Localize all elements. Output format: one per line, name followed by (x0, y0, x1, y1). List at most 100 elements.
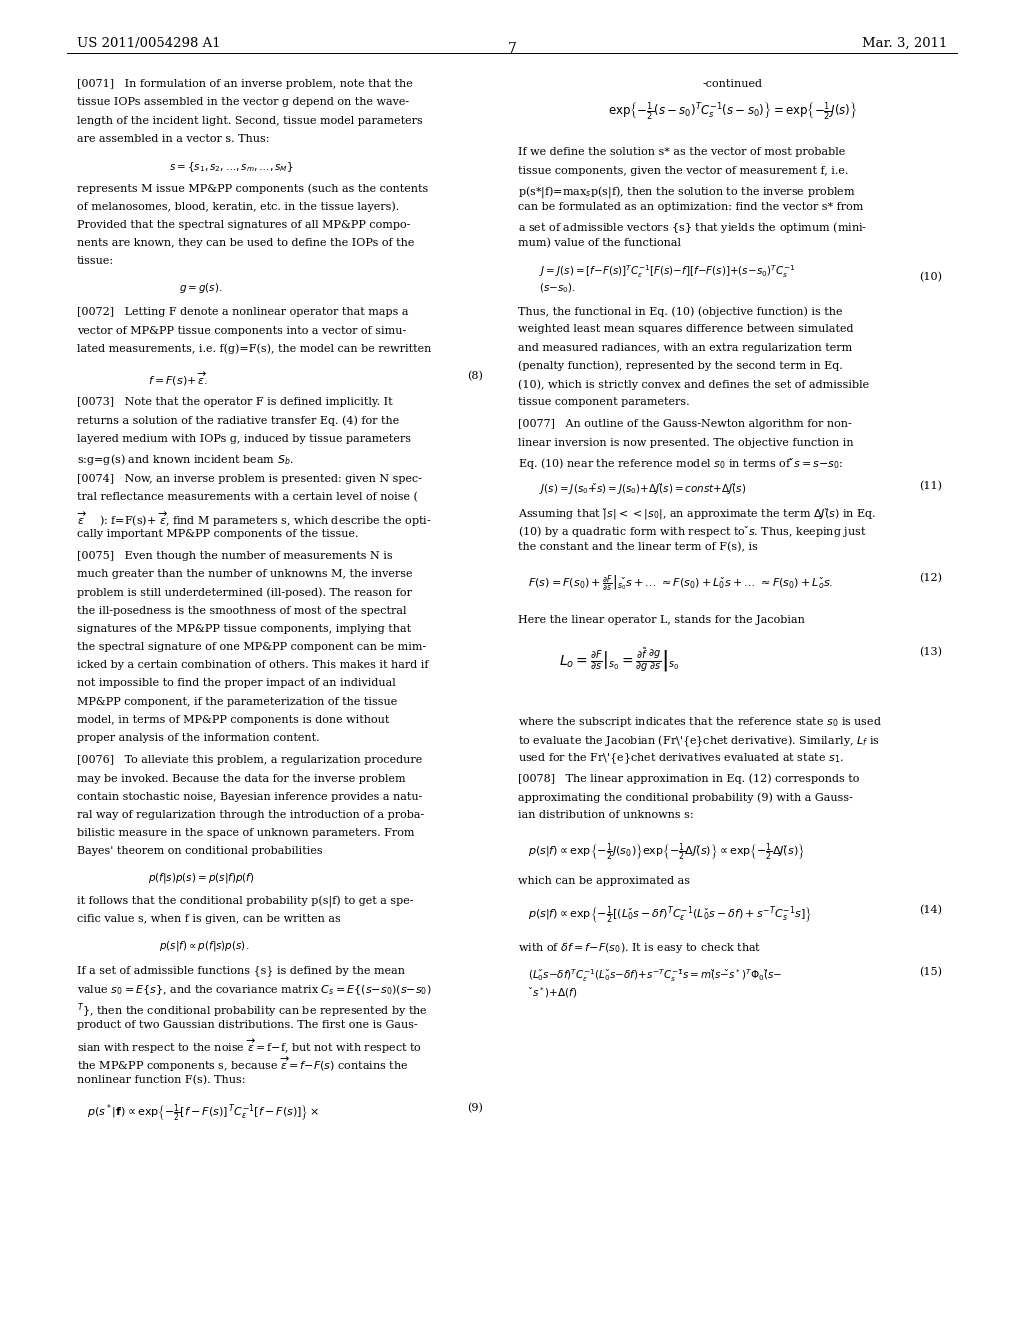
Text: product of two Gaussian distributions. The first one is Gaus-: product of two Gaussian distributions. T… (77, 1020, 418, 1030)
Text: (13): (13) (920, 647, 942, 657)
Text: icked by a certain combination of others. This makes it hard if: icked by a certain combination of others… (77, 660, 428, 671)
Text: vector of MP&PP tissue components into a vector of simu-: vector of MP&PP tissue components into a… (77, 326, 407, 335)
Text: represents M issue MP&PP components (such as the contents: represents M issue MP&PP components (suc… (77, 183, 428, 194)
Text: Mar. 3, 2011: Mar. 3, 2011 (862, 37, 947, 50)
Text: can be formulated as an optimization: find the vector s* from: can be formulated as an optimization: fi… (518, 202, 863, 213)
Text: 7: 7 (508, 42, 516, 57)
Text: Bayes' theorem on conditional probabilities: Bayes' theorem on conditional probabilit… (77, 846, 323, 857)
Text: cally important MP&PP components of the tissue.: cally important MP&PP components of the … (77, 529, 358, 539)
Text: nonlinear function F(s). Thus:: nonlinear function F(s). Thus: (77, 1074, 246, 1085)
Text: (penalty function), represented by the second term in Eq.: (penalty function), represented by the s… (518, 360, 843, 371)
Text: [0071]   In formulation of an inverse problem, note that the: [0071] In formulation of an inverse prob… (77, 79, 413, 90)
Text: and measured radiances, with an extra regularization term: and measured radiances, with an extra re… (518, 343, 852, 352)
Text: [0075]   Even though the number of measurements N is: [0075] Even though the number of measure… (77, 550, 392, 561)
Text: much greater than the number of unknowns M, the inverse: much greater than the number of unknowns… (77, 569, 413, 579)
Text: weighted least mean squares difference between simulated: weighted least mean squares difference b… (518, 325, 854, 334)
Text: to evaluate the Jacobian (Fr\'{e}chet derivative). Similarly, $L_f$ is: to evaluate the Jacobian (Fr\'{e}chet de… (518, 734, 880, 748)
Text: tral reflectance measurements with a certain level of noise (: tral reflectance measurements with a cer… (77, 492, 418, 503)
Text: the spectral signature of one MP&PP component can be mim-: the spectral signature of one MP&PP comp… (77, 642, 426, 652)
Text: tissue:: tissue: (77, 256, 114, 267)
Text: $p(s|f) \propto \exp\!\left\{-\frac{1}{2}J(s_0)\right\}\exp\!\left\{-\frac{1}{2}: $p(s|f) \propto \exp\!\left\{-\frac{1}{2… (528, 842, 805, 863)
Text: not impossible to find the proper impact of an individual: not impossible to find the proper impact… (77, 678, 395, 689)
Text: [0078]   The linear approximation in Eq. (12) corresponds to: [0078] The linear approximation in Eq. (… (518, 774, 859, 784)
Text: MP&PP component, if the parameterization of the tissue: MP&PP component, if the parameterization… (77, 697, 397, 706)
Text: the constant and the linear term of F(s), is: the constant and the linear term of F(s)… (518, 543, 758, 552)
Text: problem is still underdetermined (ill-posed). The reason for: problem is still underdetermined (ill-po… (77, 587, 412, 598)
Text: Provided that the spectral signatures of all MP&PP compo-: Provided that the spectral signatures of… (77, 220, 411, 230)
Text: ral way of regularization through the introduction of a proba-: ral way of regularization through the in… (77, 810, 424, 820)
Text: (10) by a quadratic form with respect to $\check{s}$. Thus, keeping just: (10) by a quadratic form with respect to… (518, 524, 866, 539)
Text: $f{=}F(s){+}\,\overrightarrow{\epsilon}.$: $f{=}F(s){+}\,\overrightarrow{\epsilon}.… (148, 371, 209, 388)
Text: [0073]   Note that the operator F is defined implicitly. It: [0073] Note that the operator F is defin… (77, 397, 392, 408)
Text: $J(s){=}J(s_0{+}\check{s}){=}J(s_0){+}\Delta J(\check{s}){=}const{+}\Delta J(\ch: $J(s){=}J(s_0{+}\check{s}){=}J(s_0){+}\D… (539, 480, 746, 496)
Text: (8): (8) (467, 371, 483, 381)
Text: $p(s|f) \propto \exp\!\left\{-\frac{1}{2}[(L_0\check{s}-\delta f)^T C_\epsilon^{: $p(s|f) \propto \exp\!\left\{-\frac{1}{2… (528, 904, 812, 925)
Text: (10): (10) (920, 272, 942, 282)
Text: (15): (15) (920, 968, 942, 978)
Text: Eq. (10) near the reference model $s_0$ in terms of $\check{s}{=}s{-}s_0$:: Eq. (10) near the reference model $s_0$ … (518, 455, 844, 471)
Text: $p(f|s)p(s){=}p(s|f)p(f)$: $p(f|s)p(s){=}p(s|f)p(f)$ (148, 871, 255, 886)
Text: (11): (11) (920, 480, 942, 491)
Text: nents are known, they can be used to define the IOPs of the: nents are known, they can be used to def… (77, 238, 414, 248)
Text: contain stochastic noise, Bayesian inference provides a natu-: contain stochastic noise, Bayesian infer… (77, 792, 422, 801)
Text: may be invoked. Because the data for the inverse problem: may be invoked. Because the data for the… (77, 774, 406, 784)
Text: value $s_0{=}E\{s\}$, and the covariance matrix $C_s{=}E\{(s{-}s_0)(s{-}s_0)$: value $s_0{=}E\{s\}$, and the covariance… (77, 983, 431, 997)
Text: proper analysis of the information content.: proper analysis of the information conte… (77, 733, 319, 743)
Text: If a set of admissible functions {s} is defined by the mean: If a set of admissible functions {s} is … (77, 965, 404, 975)
Text: signatures of the MP&PP tissue components, implying that: signatures of the MP&PP tissue component… (77, 624, 411, 634)
Text: layered medium with IOPs g, induced by tissue parameters: layered medium with IOPs g, induced by t… (77, 434, 411, 444)
Text: Here the linear operator L, stands for the Jacobian: Here the linear operator L, stands for t… (518, 615, 805, 626)
Text: (10), which is strictly convex and defines the set of admissible: (10), which is strictly convex and defin… (518, 379, 869, 389)
Text: linear inversion is now presented. The objective function in: linear inversion is now presented. The o… (518, 438, 854, 447)
Text: (14): (14) (920, 904, 942, 915)
Text: $\check{s}^*){+}\Delta(f)$: $\check{s}^*){+}\Delta(f)$ (528, 986, 578, 1001)
Text: [0074]   Now, an inverse problem is presented: given N spec-: [0074] Now, an inverse problem is presen… (77, 474, 422, 484)
Text: where the subscript indicates that the reference state $s_0$ is used: where the subscript indicates that the r… (518, 715, 882, 729)
Text: tissue component parameters.: tissue component parameters. (518, 397, 690, 408)
Text: model, in terms of MP&PP components is done without: model, in terms of MP&PP components is d… (77, 715, 389, 725)
Text: length of the incident light. Second, tissue model parameters: length of the incident light. Second, ti… (77, 116, 423, 125)
Text: used for the Fr\'{e}chet derivatives evaluated at state $s_1$.: used for the Fr\'{e}chet derivatives eva… (518, 751, 844, 766)
Text: approximating the conditional probability (9) with a Gauss-: approximating the conditional probabilit… (518, 792, 853, 803)
Text: $L_o = \left.\frac{\partial F}{\partial s}\right|_{s_0} = \left.\frac{\partial \: $L_o = \left.\frac{\partial F}{\partial … (559, 647, 680, 675)
Text: are assembled in a vector s. Thus:: are assembled in a vector s. Thus: (77, 133, 269, 144)
Text: returns a solution of the radiative transfer Eq. (4) for the: returns a solution of the radiative tran… (77, 416, 399, 426)
Text: cific value s, when f is given, can be written as: cific value s, when f is given, can be w… (77, 915, 341, 924)
Text: it follows that the conditional probability p(s|f) to get a spe-: it follows that the conditional probabil… (77, 896, 414, 908)
Text: p(s*|f)=max$_s$p(s|f), then the solution to the inverse problem: p(s*|f)=max$_s$p(s|f), then the solution… (518, 183, 856, 199)
Text: $p(s|f){\propto}p(f|s)p(s).$: $p(s|f){\propto}p(f|s)p(s).$ (159, 939, 249, 953)
Text: US 2011/0054298 A1: US 2011/0054298 A1 (77, 37, 220, 50)
Text: (9): (9) (467, 1104, 483, 1114)
Text: ): f=F(s)+ $\overrightarrow{\epsilon}$, find M parameters s, which describe the : ): f=F(s)+ $\overrightarrow{\epsilon}$, … (99, 511, 432, 529)
Text: $\overrightarrow{\epsilon}$: $\overrightarrow{\epsilon}$ (77, 511, 87, 527)
Text: $(L_0\check{s}{-}\delta f)^T C_\epsilon^{-1}(L_0\check{s}{-}\delta f){+}s^{-T}C_: $(L_0\check{s}{-}\delta f)^T C_\epsilon^… (528, 968, 782, 985)
Text: tissue IOPs assembled in the vector g depend on the wave-: tissue IOPs assembled in the vector g de… (77, 98, 409, 107)
Text: $\exp\!\left\{-\frac{1}{2}(s - s_0)^T C_s^{-1}(s - s_0)\right\} = \exp\!\left\{-: $\exp\!\left\{-\frac{1}{2}(s - s_0)^T C_… (608, 100, 857, 121)
Text: If we define the solution s* as the vector of most probable: If we define the solution s* as the vect… (518, 148, 846, 157)
Text: tissue components, given the vector of measurement f, i.e.: tissue components, given the vector of m… (518, 165, 849, 176)
Text: -continued: -continued (702, 79, 763, 90)
Text: $J{=}J(s){=}[f{-}F(s)]^T C_\epsilon^{-1}[F(s){-}f][f{-}F(s)]{+}(s{-}s_0)^T C_s^{: $J{=}J(s){=}[f{-}F(s)]^T C_\epsilon^{-1}… (539, 263, 795, 280)
Text: the ill-posedness is the smoothness of most of the spectral: the ill-posedness is the smoothness of m… (77, 606, 407, 615)
Text: mum) value of the functional: mum) value of the functional (518, 239, 681, 248)
Text: [0077]   An outline of the Gauss-Newton algorithm for non-: [0077] An outline of the Gauss-Newton al… (518, 420, 852, 429)
Text: sian with respect to the noise $\overrightarrow{\epsilon}{=}$f$-$f, but not with: sian with respect to the noise $\overrig… (77, 1038, 422, 1056)
Text: $(s{-}s_0).$: $(s{-}s_0).$ (539, 281, 575, 296)
Text: $p(s^*|\mathbf{f}) \propto \exp\!\left\{-\frac{1}{2}[f - F(s)]^{\,T} C_\epsilon^: $p(s^*|\mathbf{f}) \propto \exp\!\left\{… (87, 1104, 319, 1125)
Text: [0072]   Letting F denote a nonlinear operator that maps a: [0072] Letting F denote a nonlinear oper… (77, 308, 409, 317)
Text: ian distribution of unknowns s:: ian distribution of unknowns s: (518, 810, 694, 820)
Text: a set of admissible vectors $\{$s$\}$ that yields the optimum (mini-: a set of admissible vectors $\{$s$\}$ th… (518, 220, 867, 235)
Text: Assuming that $|\check{s}|{<}{<}|s_0|$, an approximate the term $\Delta J(\check: Assuming that $|\check{s}|{<}{<}|s_0|$, … (518, 506, 877, 520)
Text: $s{=}\{s_1, s_2, \ldots, s_m, \ldots, s_M\}$: $s{=}\{s_1, s_2, \ldots, s_m, \ldots, s_… (169, 160, 294, 174)
Text: Thus, the functional in Eq. (10) (objective function) is the: Thus, the functional in Eq. (10) (object… (518, 306, 843, 317)
Text: $g{=}g(s).$: $g{=}g(s).$ (179, 281, 223, 296)
Text: with of $\delta f{=}f{-}F(s_0)$. It is easy to check that: with of $\delta f{=}f{-}F(s_0)$. It is e… (518, 941, 762, 956)
Text: [0076]   To alleviate this problem, a regularization procedure: [0076] To alleviate this problem, a regu… (77, 755, 422, 766)
Text: (12): (12) (920, 573, 942, 583)
Text: s:g=g(s) and known incident beam $S_b$.: s:g=g(s) and known incident beam $S_b$. (77, 451, 294, 467)
Text: $F(s) = F(s_0) + \left.\frac{\partial F}{\partial s}\right|_{s_0} \check{s} + \l: $F(s) = F(s_0) + \left.\frac{\partial F}… (528, 573, 834, 593)
Text: the MP&PP components s, because $\overrightarrow{\epsilon}{=}f{-}F(s)$ contains : the MP&PP components s, because $\overri… (77, 1056, 409, 1074)
Text: which can be approximated as: which can be approximated as (518, 875, 690, 886)
Text: lated measurements, i.e. f(g)=F(s), the model can be rewritten: lated measurements, i.e. f(g)=F(s), the … (77, 343, 431, 354)
Text: $^T\}$, then the conditional probability can be represented by the: $^T\}$, then the conditional probability… (77, 1002, 428, 1020)
